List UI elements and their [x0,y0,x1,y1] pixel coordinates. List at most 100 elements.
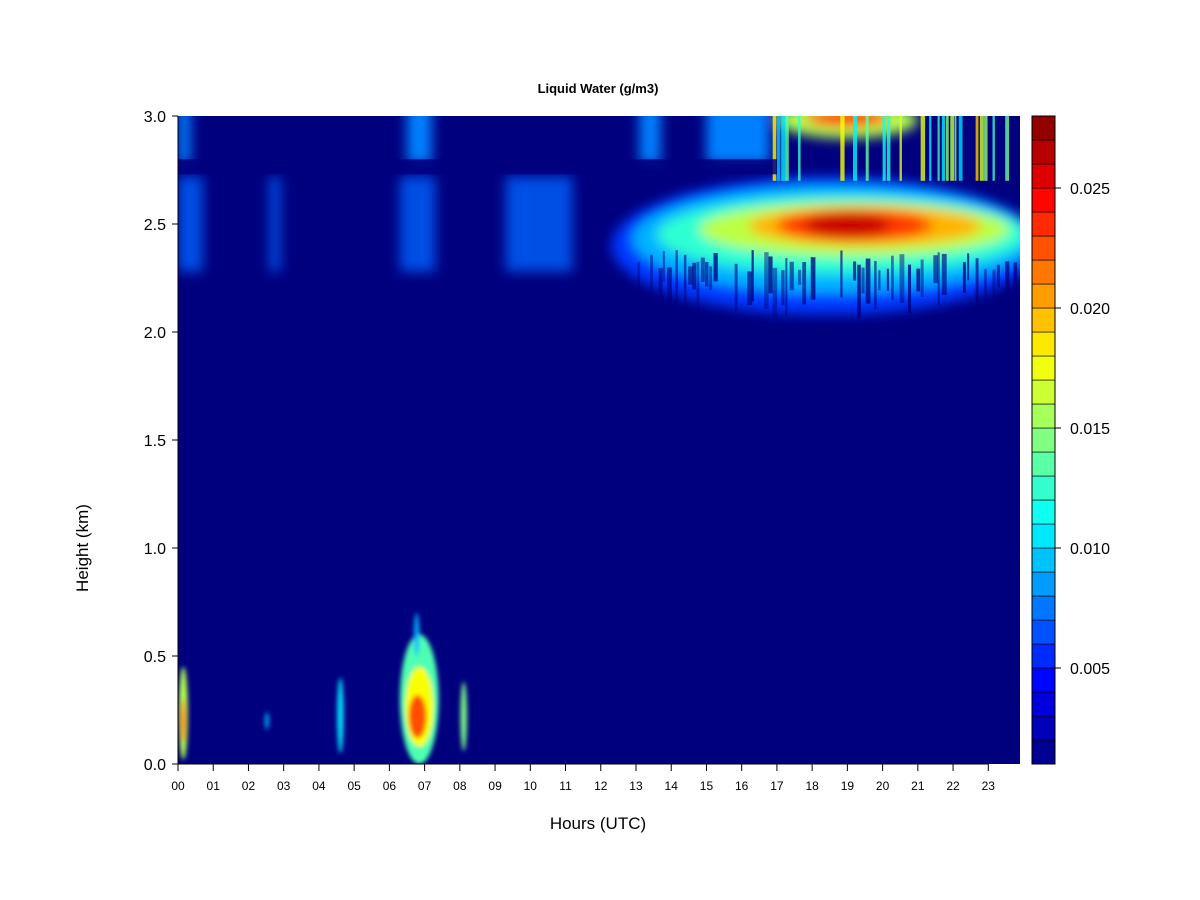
streak-low-1472 [696,261,700,316]
streak-low-2312 [992,269,996,314]
streak-high-2216 [958,116,963,181]
streak-low-1304 [637,261,641,300]
y-tick-label: 0.0 [144,757,166,774]
y-tick-label: 0.5 [144,649,166,666]
heatmap-field [178,116,1020,764]
plot-area [178,116,1020,764]
colorbar-cell [1031,715,1056,741]
streak-low-1496 [705,262,709,287]
top-peak-inner [805,116,890,128]
colorbar-cell [1031,571,1056,597]
upper-layer-band-6 [805,213,890,237]
x-tick-label: 23 [982,779,996,793]
colorbar-cell [1031,307,1056,333]
streak-low-1676 [768,256,773,294]
x-axis: 00 01 02 03 04 05 06 07 08 09 10 11 12 13 14 15 16 17 18 19… [171,763,996,793]
streak-high-2180 [946,116,949,181]
streak-low-1976 [874,261,877,310]
x-tick-label: 04 [312,779,326,793]
colorbar-cell [1031,427,1056,453]
x-tick-label: 13 [629,779,643,793]
streak-high-2276 [979,116,984,181]
colorbar-cell [1031,667,1056,693]
colorbar-cell [1031,499,1056,525]
streak-low-1688 [772,267,778,318]
colorbar-tick-label: 0.025 [1070,181,1110,198]
top-edge-band-2 [639,116,661,164]
y-axis-label: Height (km) [73,504,92,592]
streak-low-2288 [984,268,987,307]
streak-low-1880 [840,250,843,298]
streak-high-2288 [984,116,988,181]
colorbar-cell [1031,139,1056,165]
streak-low-2144 [933,255,939,284]
streak-low-1760 [798,269,802,285]
layer-gap [178,159,777,175]
streak-low-1580 [734,263,738,311]
x-tick-label: 20 [876,779,890,793]
colorbar-cell [1031,355,1056,381]
streak-low-1772 [802,262,807,305]
streak-low-2372 [1013,262,1018,311]
colorbar-cell [1031,211,1056,237]
streak-low-1628 [751,250,754,302]
streak-high-2048 [899,116,902,181]
early-band-1 [269,176,281,272]
x-tick-label: 03 [277,779,291,793]
streak-low-2108 [920,259,924,297]
streak-high-2156 [937,116,940,181]
x-tick-label: 01 [207,779,221,793]
streak-low-1988 [878,270,881,291]
chart-title: Liquid Water (g/m3) [538,81,659,96]
streak-low-1448 [688,266,693,285]
colorbar-cell [1031,619,1056,645]
streak-high-1688 [772,116,777,181]
streak-low-1724 [785,258,788,316]
streak-low-1484 [700,257,705,282]
streak-low-1436 [683,254,687,306]
streak-low-1928 [857,264,861,319]
streak-low-2156 [937,252,940,306]
x-tick-label: 19 [841,779,855,793]
colorbar-cell [1031,283,1056,309]
low-clouds [178,612,467,764]
colorbar-cell [1031,331,1056,357]
y-axis: 0.0 0.5 1.0 1.5 2.0 2.5 3.0 [144,109,179,774]
colorbar-cell [1031,235,1056,261]
x-tick-label: 12 [594,779,608,793]
colorbar-tick-label: 0.020 [1070,301,1110,318]
streak-low-1520 [713,252,718,282]
x-tick-label: 21 [911,779,925,793]
y-tick-label: 1.5 [144,433,166,450]
streak-low-2096 [916,268,921,292]
streak-high-2108 [920,116,926,181]
streak-low-2264 [975,258,979,317]
y-tick-label: 2.5 [144,217,166,234]
x-tick-label: 16 [735,779,749,793]
colorbar-cell [1031,739,1056,765]
top-edge-band-1 [406,116,432,164]
colorbar-frame [1031,115,1056,765]
streak-low-1460 [692,262,697,290]
streak-high-2348 [1005,116,1010,181]
streak-low-1388 [666,267,672,303]
low-cloud-1 [180,699,186,743]
colorbar-cell [1031,115,1056,141]
streak-high-2000 [882,116,886,181]
streak-low-2024 [891,255,894,300]
streak-low-2228 [962,262,966,293]
colorbar-cell [1031,259,1056,285]
low-cloud-6 [408,694,427,739]
y-tick-label: 1.0 [144,541,166,558]
colorbar-cell [1031,691,1056,717]
y-tick-label: 3.0 [144,109,166,126]
x-tick-label: 22 [946,779,960,793]
streak-high-2012 [886,116,891,181]
colorbar-cell [1031,475,1056,501]
streak-low-2072 [907,264,912,313]
colorbar-cell [1031,523,1056,549]
streak-high-2192 [950,116,955,181]
y-tick-label: 2.0 [144,325,166,342]
low-cloud-2 [337,677,344,754]
